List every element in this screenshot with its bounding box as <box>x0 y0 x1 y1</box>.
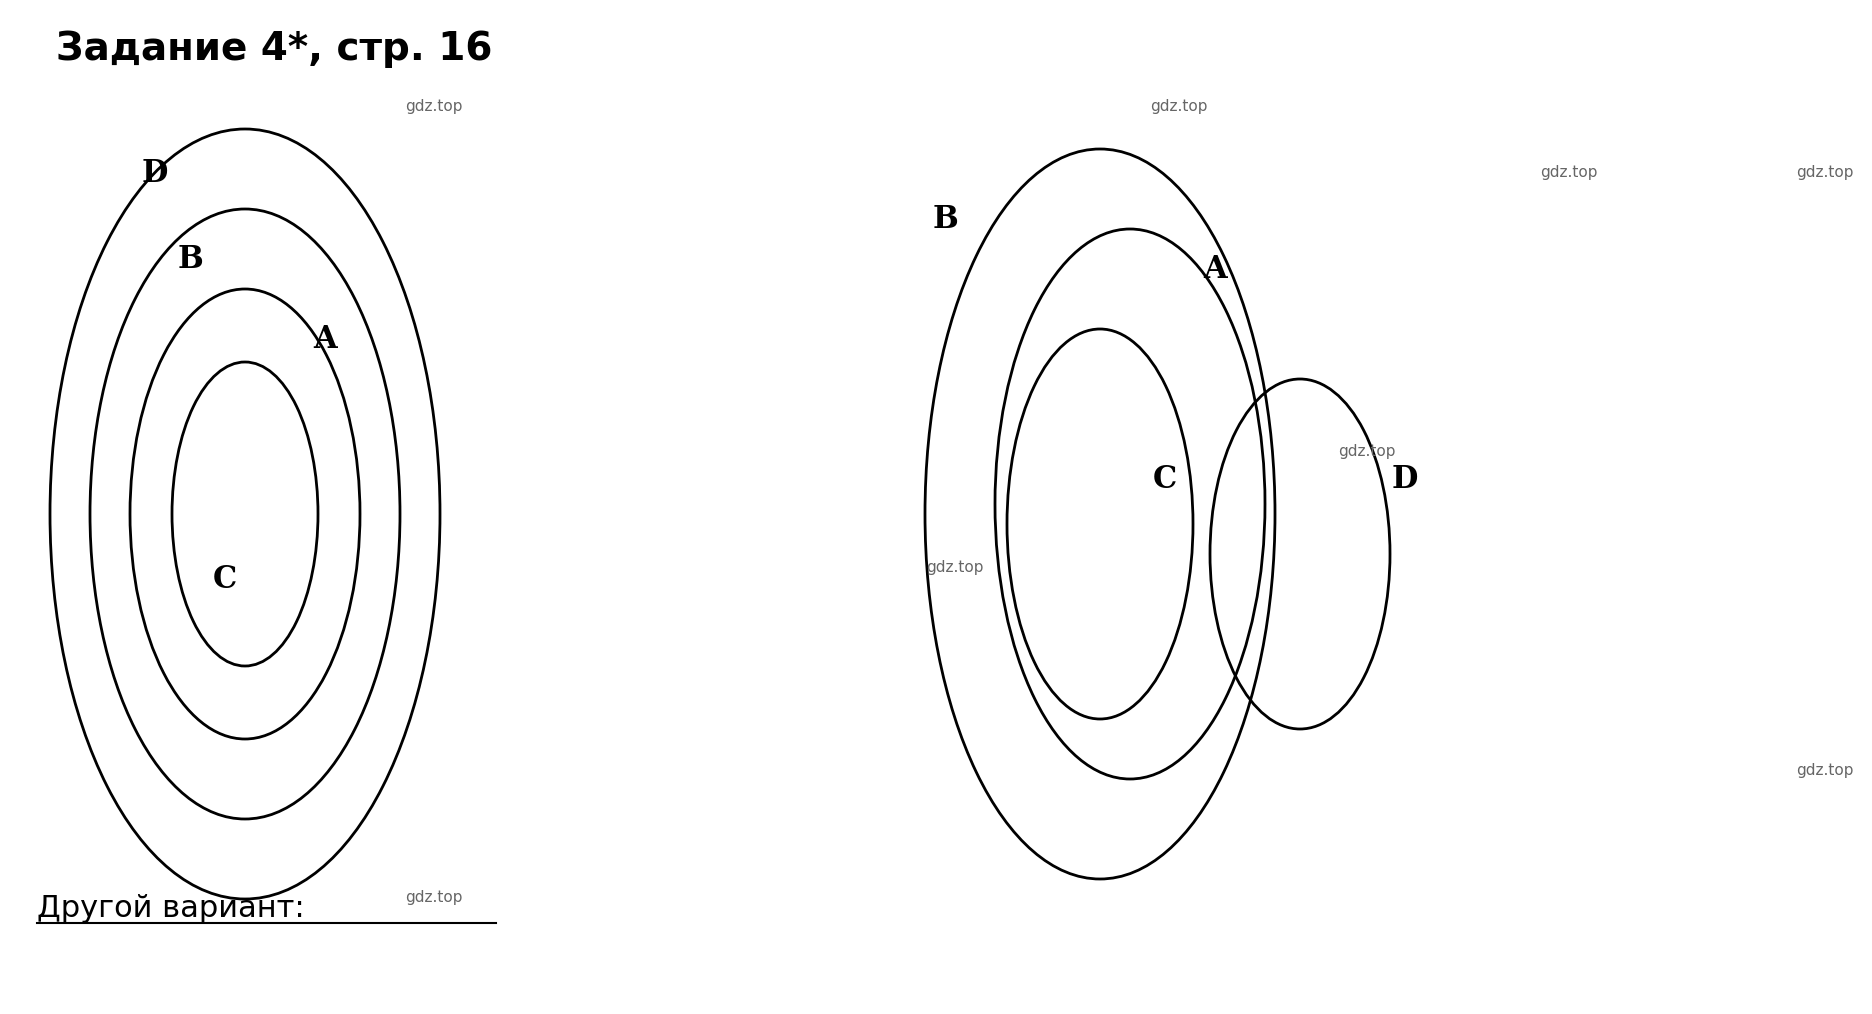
Text: B: B <box>178 243 202 275</box>
Text: gdz.top: gdz.top <box>406 99 462 114</box>
Text: gdz.top: gdz.top <box>1541 165 1597 179</box>
Text: A: A <box>1204 254 1226 285</box>
Text: gdz.top: gdz.top <box>1797 165 1853 179</box>
Text: C: C <box>213 564 238 594</box>
Text: A: A <box>313 323 337 355</box>
Text: Задание 4*, стр. 16: Задание 4*, стр. 16 <box>56 30 492 68</box>
Text: gdz.top: gdz.top <box>1338 444 1395 458</box>
Text: C: C <box>1153 463 1177 495</box>
Text: gdz.top: gdz.top <box>1151 99 1207 114</box>
Text: D: D <box>1391 463 1419 495</box>
Text: D: D <box>142 158 168 190</box>
Text: gdz.top: gdz.top <box>927 561 983 575</box>
Text: B: B <box>932 204 958 234</box>
Text: gdz.top: gdz.top <box>406 890 462 904</box>
Text: gdz.top: gdz.top <box>1797 764 1853 778</box>
Text: Другой вариант:: Другой вариант: <box>37 893 305 923</box>
